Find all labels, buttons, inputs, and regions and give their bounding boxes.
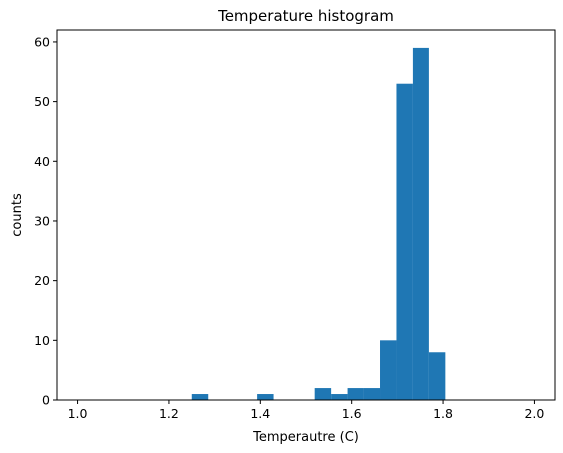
histogram-bar bbox=[396, 83, 413, 400]
x-tick-label: 2.0 bbox=[524, 406, 544, 421]
x-axis-label: Temperautre (C) bbox=[252, 430, 359, 445]
histogram-bar bbox=[331, 394, 348, 400]
y-tick-label: 40 bbox=[34, 154, 50, 169]
histogram-bar bbox=[191, 394, 209, 400]
histogram-bar bbox=[380, 340, 397, 400]
y-tick-label: 20 bbox=[34, 273, 50, 288]
histogram-bar bbox=[314, 388, 332, 400]
x-tick-label: 1.2 bbox=[159, 406, 179, 421]
y-tick-label: 60 bbox=[34, 34, 50, 49]
chart-title: Temperature histogram bbox=[217, 7, 394, 25]
y-tick-label: 50 bbox=[34, 94, 50, 109]
x-tick-label: 1.0 bbox=[68, 406, 88, 421]
histogram-bar bbox=[347, 388, 364, 400]
y-axis-ticks: 0 10 20 30 40 50 60 bbox=[34, 34, 57, 408]
histogram-bar bbox=[428, 352, 446, 400]
histogram-bar bbox=[363, 388, 381, 400]
x-tick-label: 1.8 bbox=[433, 406, 453, 421]
plot-frame bbox=[56, 29, 556, 401]
x-axis-ticks: 1.0 1.2 1.4 1.6 1.8 2.0 bbox=[68, 400, 544, 421]
y-axis-label: counts bbox=[10, 193, 25, 237]
histogram-bar bbox=[257, 394, 274, 400]
y-tick-label: 10 bbox=[34, 333, 50, 348]
x-tick-label: 1.6 bbox=[342, 406, 362, 421]
bars-group bbox=[191, 47, 446, 400]
histogram-bar bbox=[412, 47, 429, 400]
y-tick-label: 0 bbox=[42, 393, 50, 408]
x-tick-label: 1.4 bbox=[250, 406, 270, 421]
y-tick-label: 30 bbox=[34, 213, 50, 228]
